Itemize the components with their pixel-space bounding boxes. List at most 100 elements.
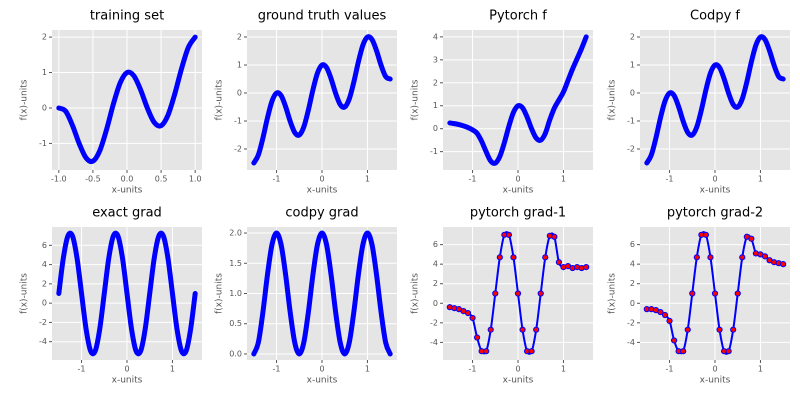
y-tick-label: 0 xyxy=(237,89,242,98)
data-point xyxy=(514,290,522,297)
data-point xyxy=(730,326,737,333)
chart-title: Codpy f xyxy=(690,9,740,24)
x-tick-label: -1 xyxy=(469,175,477,184)
y-tick-label: 3 xyxy=(433,55,438,64)
data-point xyxy=(483,348,490,355)
x-tick-label: -1 xyxy=(666,365,674,374)
y-tick-label: 0 xyxy=(433,299,438,308)
subplot: -1 0 1 2 -1.0 -0.5 0.0 0.5 1.0 training set x-unit… xyxy=(20,9,202,196)
data-point xyxy=(684,326,691,333)
data-point xyxy=(666,317,673,324)
x-tick-label: -0.5 xyxy=(85,175,101,184)
data-point xyxy=(689,290,696,297)
y-tick-label: -4 xyxy=(430,338,438,347)
x-tick-label: 0 xyxy=(124,365,129,374)
data-line xyxy=(251,230,393,357)
y-tick-label: 4 xyxy=(433,32,438,41)
data-point xyxy=(661,311,669,319)
x-axis-label: x-units xyxy=(307,186,338,196)
x-axis-label: x-units xyxy=(112,186,143,196)
x-tick-label: 1.0 xyxy=(189,175,202,184)
y-tick-label: 2 xyxy=(237,33,242,42)
x-tick-label: 0.5 xyxy=(155,175,168,184)
y-tick-label: 0 xyxy=(630,89,635,98)
subplot: -4 -2 0 2 4 6 -1 0 1 pytorch grad-1 x-units f(x)-un… xyxy=(411,206,593,386)
y-axis-label: f(x)-units xyxy=(411,79,421,120)
subplot: 0.0 0.5 1.0 1.5 2.0 -1 0 1 codpy grad x-units f(x)… xyxy=(215,206,397,386)
y-tick-label: 2 xyxy=(42,33,47,42)
data-point xyxy=(487,326,494,333)
y-tick-label: 0 xyxy=(42,299,47,308)
x-axis-label: x-units xyxy=(503,186,534,196)
y-tick-label: 0 xyxy=(630,299,635,308)
x-tick-label: -1 xyxy=(273,365,281,374)
y-tick-label: 2 xyxy=(630,279,635,288)
data-point xyxy=(693,254,700,261)
y-tick-label: -2 xyxy=(234,145,242,154)
data-point xyxy=(702,231,710,238)
data-point xyxy=(748,235,755,242)
data-point xyxy=(670,337,678,344)
x-tick-label: -1 xyxy=(78,365,86,374)
y-tick-label: 1.5 xyxy=(229,259,242,268)
data-point xyxy=(464,309,472,317)
data-point xyxy=(551,233,558,240)
y-tick-label: 1 xyxy=(42,68,47,77)
y-tick-label: 6 xyxy=(433,240,438,249)
y-tick-label: 2 xyxy=(433,78,438,87)
data-point xyxy=(492,290,499,297)
y-axis-label: f(x)-units xyxy=(608,273,618,314)
x-tick-label: 1 xyxy=(561,175,566,184)
data-line xyxy=(251,34,393,166)
chart-title: Pytorch f xyxy=(489,9,547,24)
data-point xyxy=(505,231,513,238)
x-tick-label: 0.0 xyxy=(121,175,134,184)
x-tick-label: 0 xyxy=(515,175,520,184)
x-tick-label: 1 xyxy=(561,365,566,374)
data-point xyxy=(707,254,714,261)
subplot: -2 -1 0 1 2 -1 0 1 ground truth values x-units f(x… xyxy=(215,9,397,196)
subplot: -4 -2 0 2 4 6 -1 0 1 exact grad x-units f(x)-units xyxy=(20,206,202,386)
data-point xyxy=(533,326,540,333)
y-tick-label: 0.0 xyxy=(229,349,242,358)
data-point xyxy=(725,348,732,355)
y-tick-label: -1 xyxy=(627,117,635,126)
y-tick-label: 1 xyxy=(237,61,242,70)
x-axis-label: x-units xyxy=(700,376,731,386)
subplot: -1 0 1 2 3 4 -1 0 1 Pytorch f x-units f(x)-units xyxy=(411,9,593,196)
y-tick-label: 4 xyxy=(433,260,438,269)
y-tick-label: 1.0 xyxy=(229,289,242,298)
y-tick-label: 2 xyxy=(42,279,47,288)
data-point xyxy=(711,290,719,297)
x-tick-label: 0 xyxy=(515,365,520,374)
data-line xyxy=(56,230,198,357)
y-axis-label: f(x)-units xyxy=(20,273,30,314)
x-tick-label: -1 xyxy=(273,175,281,184)
x-tick-label: 1 xyxy=(170,365,175,374)
y-tick-label: -1 xyxy=(234,117,242,126)
chart-title: pytorch grad-2 xyxy=(667,206,763,221)
data-point xyxy=(555,259,563,266)
data-point xyxy=(583,263,590,271)
data-point xyxy=(542,254,549,261)
data-point xyxy=(469,314,476,322)
y-tick-label: 1 xyxy=(433,101,438,110)
x-axis-label: x-units xyxy=(700,186,731,196)
chart-title: exact grad xyxy=(92,206,162,221)
data-point xyxy=(510,254,517,261)
y-tick-label: -1 xyxy=(430,147,438,156)
x-tick-label: 1 xyxy=(365,365,370,374)
y-tick-label: -2 xyxy=(430,318,438,327)
data-line xyxy=(447,34,589,166)
y-tick-label: 0 xyxy=(433,124,438,133)
y-axis-label: f(x)-units xyxy=(20,79,30,120)
subplot: -2 -1 0 1 2 -1 0 1 Codpy f x-units f(x)-units xyxy=(608,9,790,196)
x-tick-label: 0 xyxy=(319,365,324,374)
y-axis-label: f(x)-units xyxy=(411,273,421,314)
y-tick-label: 6 xyxy=(630,240,635,249)
y-tick-label: 2 xyxy=(630,33,635,42)
y-tick-label: -1 xyxy=(39,139,47,148)
data-point xyxy=(473,334,481,341)
